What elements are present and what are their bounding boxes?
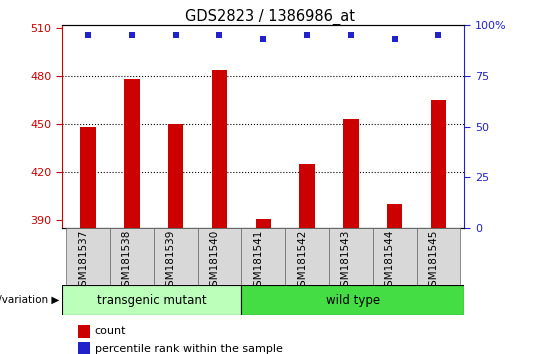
Bar: [387, 204, 402, 228]
Text: GSM181537: GSM181537: [78, 230, 88, 293]
Point: [171, 32, 180, 38]
Point: [303, 32, 312, 38]
Text: GSM181541: GSM181541: [253, 230, 264, 293]
Text: GSM181540: GSM181540: [210, 230, 219, 293]
Point: [390, 36, 399, 42]
Bar: [431, 100, 446, 228]
Bar: [154, 228, 198, 285]
Bar: [110, 228, 154, 285]
Bar: [343, 119, 359, 228]
Bar: [62, 285, 241, 315]
Bar: [168, 124, 183, 228]
Text: genotype/variation ▶: genotype/variation ▶: [0, 295, 59, 305]
Point: [84, 32, 92, 38]
Bar: [373, 228, 416, 285]
Bar: [241, 228, 285, 285]
Bar: [329, 228, 373, 285]
Text: percentile rank within the sample: percentile rank within the sample: [94, 344, 282, 354]
Text: GSM181538: GSM181538: [122, 230, 132, 293]
Bar: [285, 228, 329, 285]
Text: GSM181542: GSM181542: [297, 230, 307, 293]
Text: transgenic mutant: transgenic mutant: [97, 293, 206, 307]
Bar: [299, 164, 315, 228]
Bar: [80, 127, 96, 228]
Point: [215, 32, 224, 38]
Point: [347, 32, 355, 38]
Text: GSM181539: GSM181539: [166, 230, 176, 293]
Bar: [66, 228, 110, 285]
Text: count: count: [94, 326, 126, 336]
Text: GSM181543: GSM181543: [341, 230, 351, 293]
Text: GSM181544: GSM181544: [384, 230, 395, 293]
Point: [259, 36, 268, 42]
Text: GSM181545: GSM181545: [428, 230, 438, 293]
Bar: [416, 228, 460, 285]
Bar: [255, 219, 271, 228]
Point: [127, 32, 136, 38]
Bar: [124, 79, 139, 228]
Bar: [212, 70, 227, 228]
Text: wild type: wild type: [326, 293, 380, 307]
Bar: [241, 285, 464, 315]
Point: [434, 32, 443, 38]
Bar: [198, 228, 241, 285]
Text: GDS2823 / 1386986_at: GDS2823 / 1386986_at: [185, 9, 355, 25]
